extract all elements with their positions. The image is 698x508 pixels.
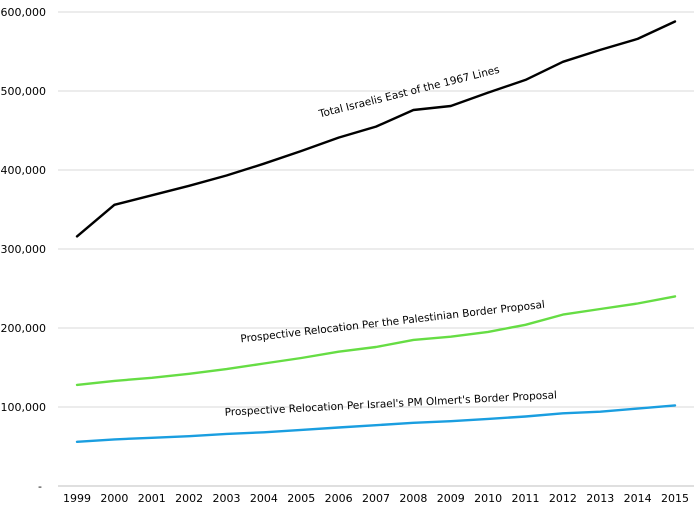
x-tick-label: 2005 [287, 492, 315, 505]
x-tick-label: 2000 [100, 492, 128, 505]
x-tick-label: 2007 [362, 492, 390, 505]
y-tick-label: 300,000 [1, 243, 47, 256]
series-lines [75, 20, 677, 443]
series-line-2 [75, 404, 677, 443]
series-line-0 [75, 20, 677, 238]
axes: - 100,000 200,000 300,000 400,000 500,000 600,… [1, 6, 694, 505]
series-label-2: Prospective Relocation Per Israel's PM O… [224, 389, 557, 418]
series-line-1 [75, 295, 677, 387]
series-labels: Total Israelis East of the 1967 LinesPro… [224, 64, 557, 419]
y-tick-label: 100,000 [1, 401, 47, 414]
x-tick-label: 2013 [586, 492, 614, 505]
x-tick-label: 2008 [399, 492, 427, 505]
x-tick-label: 2012 [549, 492, 577, 505]
x-tick-label: 2011 [512, 492, 540, 505]
x-tick-label: 2009 [437, 492, 465, 505]
series-label-1: Prospective Relocation Per the Palestini… [240, 299, 546, 346]
y-tick-label: 600,000 [1, 6, 47, 19]
y-tick-label: 400,000 [1, 164, 47, 177]
y-tick-label: 500,000 [1, 85, 47, 98]
x-tick-label: 2015 [661, 492, 689, 505]
x-tick-label: 2004 [250, 492, 278, 505]
x-tick-label: 2003 [213, 492, 241, 505]
x-tick-label: 1999 [63, 492, 91, 505]
y-tick-label: - [38, 480, 42, 493]
grid [58, 11, 694, 408]
x-tick-label: 2014 [624, 492, 652, 505]
x-tick-label: 2002 [175, 492, 203, 505]
x-tick-label: 2010 [474, 492, 502, 505]
y-tick-label: 200,000 [1, 322, 47, 335]
x-tick-label: 2001 [138, 492, 166, 505]
x-tick-label: 2006 [325, 492, 353, 505]
